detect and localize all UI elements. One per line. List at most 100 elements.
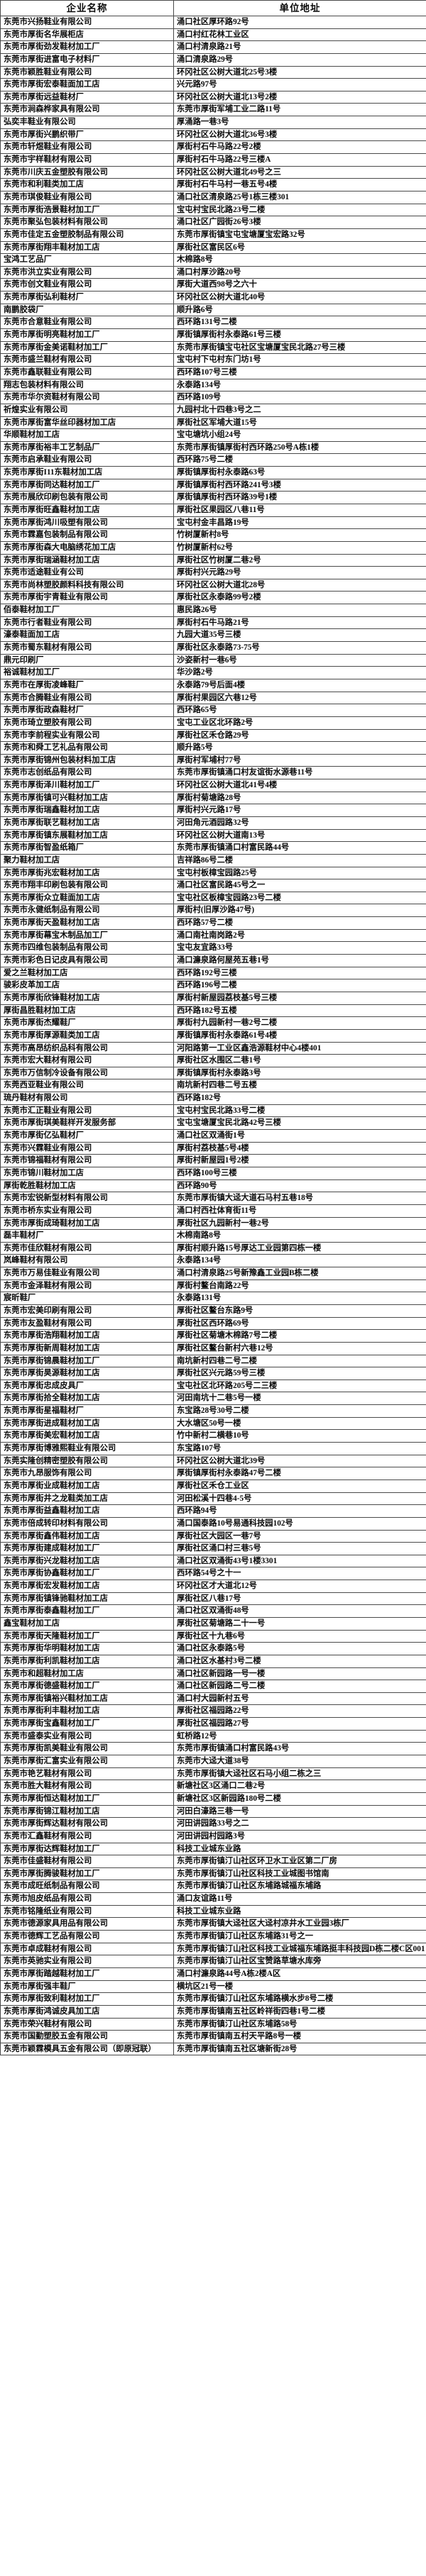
cell-address: 永泰路131号 [173,1292,426,1305]
cell-address: 厚街村石牛马路22号三楼A [173,153,426,167]
cell-company-name: 东莞市厚街众立鞋面加工店 [0,891,174,905]
cell-address: 永泰路79号后面4楼 [173,678,426,692]
cell-address: 西环路100号三楼 [173,1166,426,1180]
table-row: 东莞市和利鞋类加工店 厚街村石牛马村一巷五号4楼 [0,178,426,191]
cell-address: 涌口国泰路10号易通科技园102号 [173,1516,426,1531]
cell-company-name: 东莞市厚街杰耀鞋厂 [0,1016,174,1030]
table-row: 东莞市厚街鸿诚皮具加工店 东莞市厚街镇南五社区岭祥街四巷1号二楼 [0,2004,426,2019]
cell-company-name: 东莞市盛泰实业有限公司 [0,1729,174,1743]
column-header-address: 单位地址 [173,0,426,16]
table-row: 东莞市兴霖鞋业有限公司 厚街村荔枝基5号4楼 [0,1141,426,1155]
table-row: 东莞市展欣印刷包装有限公司 厚街镇厚街村西环路39号1楼 [0,491,426,504]
cell-company-name: 东莞市彩色日记皮具有限公司 [0,954,174,967]
table-row: 东莞市厚街利丰鞋材加工店 厚街社区福园路22号 [0,1704,426,1719]
table-row: 东莞市厚街政森鞋材厂 西环路65号 [0,704,426,717]
cell-address: 厚街社区九园新村一巷2号 [173,1216,426,1231]
cell-company-name: 东莞市创文鞋业有限公司 [0,278,174,292]
table-row: 东莞市万易佳鞋业有限公司 涌口村清泉路25号新豫鑫工业园B栋二楼 [0,1267,426,1280]
cell-company-name: 东莞市德源家具用品有限公司 [0,1917,174,1931]
table-row: 东莞市行者鞋业有限公司 厚街村石牛马路21号 [0,616,426,630]
cell-company-name: 翔志包装材料有限公司 [0,378,174,392]
cell-address: 宝屯村板樟宝园路25号 [173,866,426,880]
cell-company-name: 东莞市厚街恒达鞋材加工厂 [0,1792,174,1806]
cell-company-name: 宸昕鞋厂 [0,1292,174,1305]
table-row: 东莞市厚街杰耀鞋厂 厚街村九园新村一巷2号二楼 [0,1016,426,1030]
cell-company-name: 东莞市适途鞋业有公司 [0,566,174,579]
cell-address: 涌口清泉路29号 [173,52,426,67]
table-row: 东莞市涧森桦家具有限公司 东莞市厚街军埔工业二路11号 [0,103,426,117]
cell-address: 惠民路26号 [173,604,426,617]
cell-company-name: 东莞市汇鑫鞋材有限公司 [0,1829,174,1843]
cell-address: 厚街社区果园区八巷11号 [173,503,426,517]
column-header-company-name: 企业名称 [0,0,174,16]
table-row: 东莞市洪立实业有限公司 涌口村厚沙路20号 [0,265,426,279]
cell-address: 东莞市厚街镇汀山社区东埔路58号 [173,2017,426,2031]
cell-address: 东莞市厚街镇大迳大道石马村五巷18号 [173,1192,426,1205]
cell-address: 东莞市厚街镇厚街村西环路250号A栋1楼 [173,440,426,455]
cell-address: 环冈社区公树大道北39号 [173,1454,426,1468]
cell-company-name: 东莞市厚街井之龙鞋类加工店 [0,1492,174,1506]
cell-address: 涌口社区广园街26号3楼 [173,216,426,229]
cell-address: 宝屯宝塘厦宝民北路42号三楼 [173,1116,426,1131]
table-row: 东莞市厚街宝鑫鞋材加工厂 厚街社区福园路27号 [0,1717,426,1731]
cell-address: 东宝路28号30号二楼 [173,1404,426,1418]
cell-address: 厚街镇厚街村永泰路63号 [173,466,426,479]
cell-company-name: 东莞市鑫联鞋业有限公司 [0,365,174,379]
cell-address: 西环路57号二楼 [173,916,426,930]
cell-address: 河田角元酒园路32号 [173,816,426,830]
cell-address: 环冈社区公树大道北36号3楼 [173,128,426,142]
cell-address: 涌口社区厚环路92号 [173,16,426,29]
cell-company-name: 东莞市永健纸制品有限公司 [0,904,174,918]
cell-address: 厚街村兴元路17号 [173,804,426,817]
cell-company-name: 东莞市宏美印刷有限公司 [0,1304,174,1318]
cell-company-name: 东莞市厚街辉达鞋材有限公司 [0,1817,174,1831]
cell-company-name: 东莞市盛兰鞋材有限公司 [0,353,174,367]
cell-address: 南坑新村四巷二号二楼 [173,1354,426,1368]
cell-company-name: 东莞实隆创精密塑胶有限公司 [0,1454,174,1468]
table-row: 东莞市厚街同达鞋材加工厂 厚街镇厚街村西环路241号3楼 [0,478,426,492]
cell-company-name: 东莞市厚街致利鞋材加工厂 [0,1992,174,2006]
cell-address: 厚街村顺升路15号厚达工业园第四栋一楼 [173,1241,426,1255]
cell-address: 厚街社区禾仓路29号 [173,728,426,743]
table-row: 东莞市厚街劲发鞋材加工厂 涌口村清泉路21号 [0,40,426,54]
cell-company-name: 东莞市厚街天盈鞋材加工店 [0,916,174,930]
cell-company-name: 佰泰鞋材加工厂 [0,604,174,617]
table-row: 琉丹鞋材有限公司 西环路182号 [0,1092,426,1105]
cell-address: 宝屯友宜路33号 [173,941,426,955]
table-row: 东莞市琦立塑胶有限公司 宝屯工业区北环路2号 [0,716,426,730]
table-row: 东莞市厚街泰鑫鞋材加工厂 涌口社区双涌街48号 [0,1604,426,1618]
table-row: 东莞市胜大鞋材有限公司 新塘社区3区涌口二巷2号 [0,1780,426,1793]
cell-company-name: 东莞市厚街联艺鞋材加工店 [0,816,174,830]
table-row: 东莞市艳艺鞋材有限公司 东莞市厚街镇大迳社区石马小组二栋之三 [0,1767,426,1781]
cell-address: 涌口社区富民路45号之一 [173,879,426,892]
cell-company-name: 东莞市厚街拾全鞋材加工店 [0,1392,174,1406]
cell-company-name: 东莞市厚街美宏鞋材加工店 [0,1429,174,1443]
cell-company-name: 东莞市聚弘包装材料有限公司 [0,216,174,229]
cell-address: 东莞市厚街镇南五社区塘新街28号 [173,2042,426,2056]
table-row: 东莞市盛泰实业有限公司 虹桥路12号 [0,1729,426,1743]
cell-company-name: 东莞市厚街弘利鞋材厂 [0,291,174,304]
table-row: 东莞市厚街富华丝印器材加工店 厚街社区军埔大道15号 [0,416,426,430]
cell-company-name: 东莞市宏大鞋材有限公司 [0,1054,174,1067]
cell-company-name: 东莞市厚街富华丝印器材加工店 [0,416,174,430]
company-registry-table: 企业名称 单位地址 东莞市兴扬鞋业有限公司 涌口社区厚环路92号 东莞市厚街名华展柜… [0,0,426,2056]
cell-company-name: 东莞市李前程实业有限公司 [0,728,174,743]
cell-address: 宝屯村金丰昌路19号 [173,516,426,530]
cell-address: 科技工业城东业路 [173,1842,426,1856]
table-row: 东莞市厚街瑞涵鞋材加工店 厚街社区竹树厦二巷2号 [0,553,426,567]
cell-company-name: 岚峰鞋材有限公司 [0,1254,174,1268]
table-row: 东莞市厚街宏泰鞋面加工店 兴元路97号 [0,78,426,91]
cell-company-name: 东莞市宇样鞋材有限公司 [0,153,174,167]
table-row: 东莞市颖胜鞋业有限公司 环冈社区公树大道北25号3楼 [0,65,426,79]
cell-company-name: 东莞市荣兴鞋材有限公司 [0,2017,174,2031]
cell-company-name: 东莞市厚街兆宏鞋材加工店 [0,866,174,880]
cell-company-name: 东莞市锦川鞋材加工店 [0,1166,174,1180]
cell-company-name: 东莞市厚街泽川鞋材加工厂 [0,779,174,792]
table-row: 东莞市厚街兴鹏织带厂 环冈社区公树大道北36号3楼 [0,128,426,142]
cell-company-name: 东莞市厚街建成鞋材加工厂 [0,1542,174,1555]
table-row: 宸昕鞋厂 永泰路131号 [0,1292,426,1305]
table-row: 东莞市合意鞋业有限公司 西环路131号二楼 [0,316,426,330]
cell-company-name: 东莞市合意鞋业有限公司 [0,316,174,330]
cell-address: 涌口村西社体育街11号 [173,1204,426,1218]
cell-address: 东宝路107号 [173,1442,426,1455]
